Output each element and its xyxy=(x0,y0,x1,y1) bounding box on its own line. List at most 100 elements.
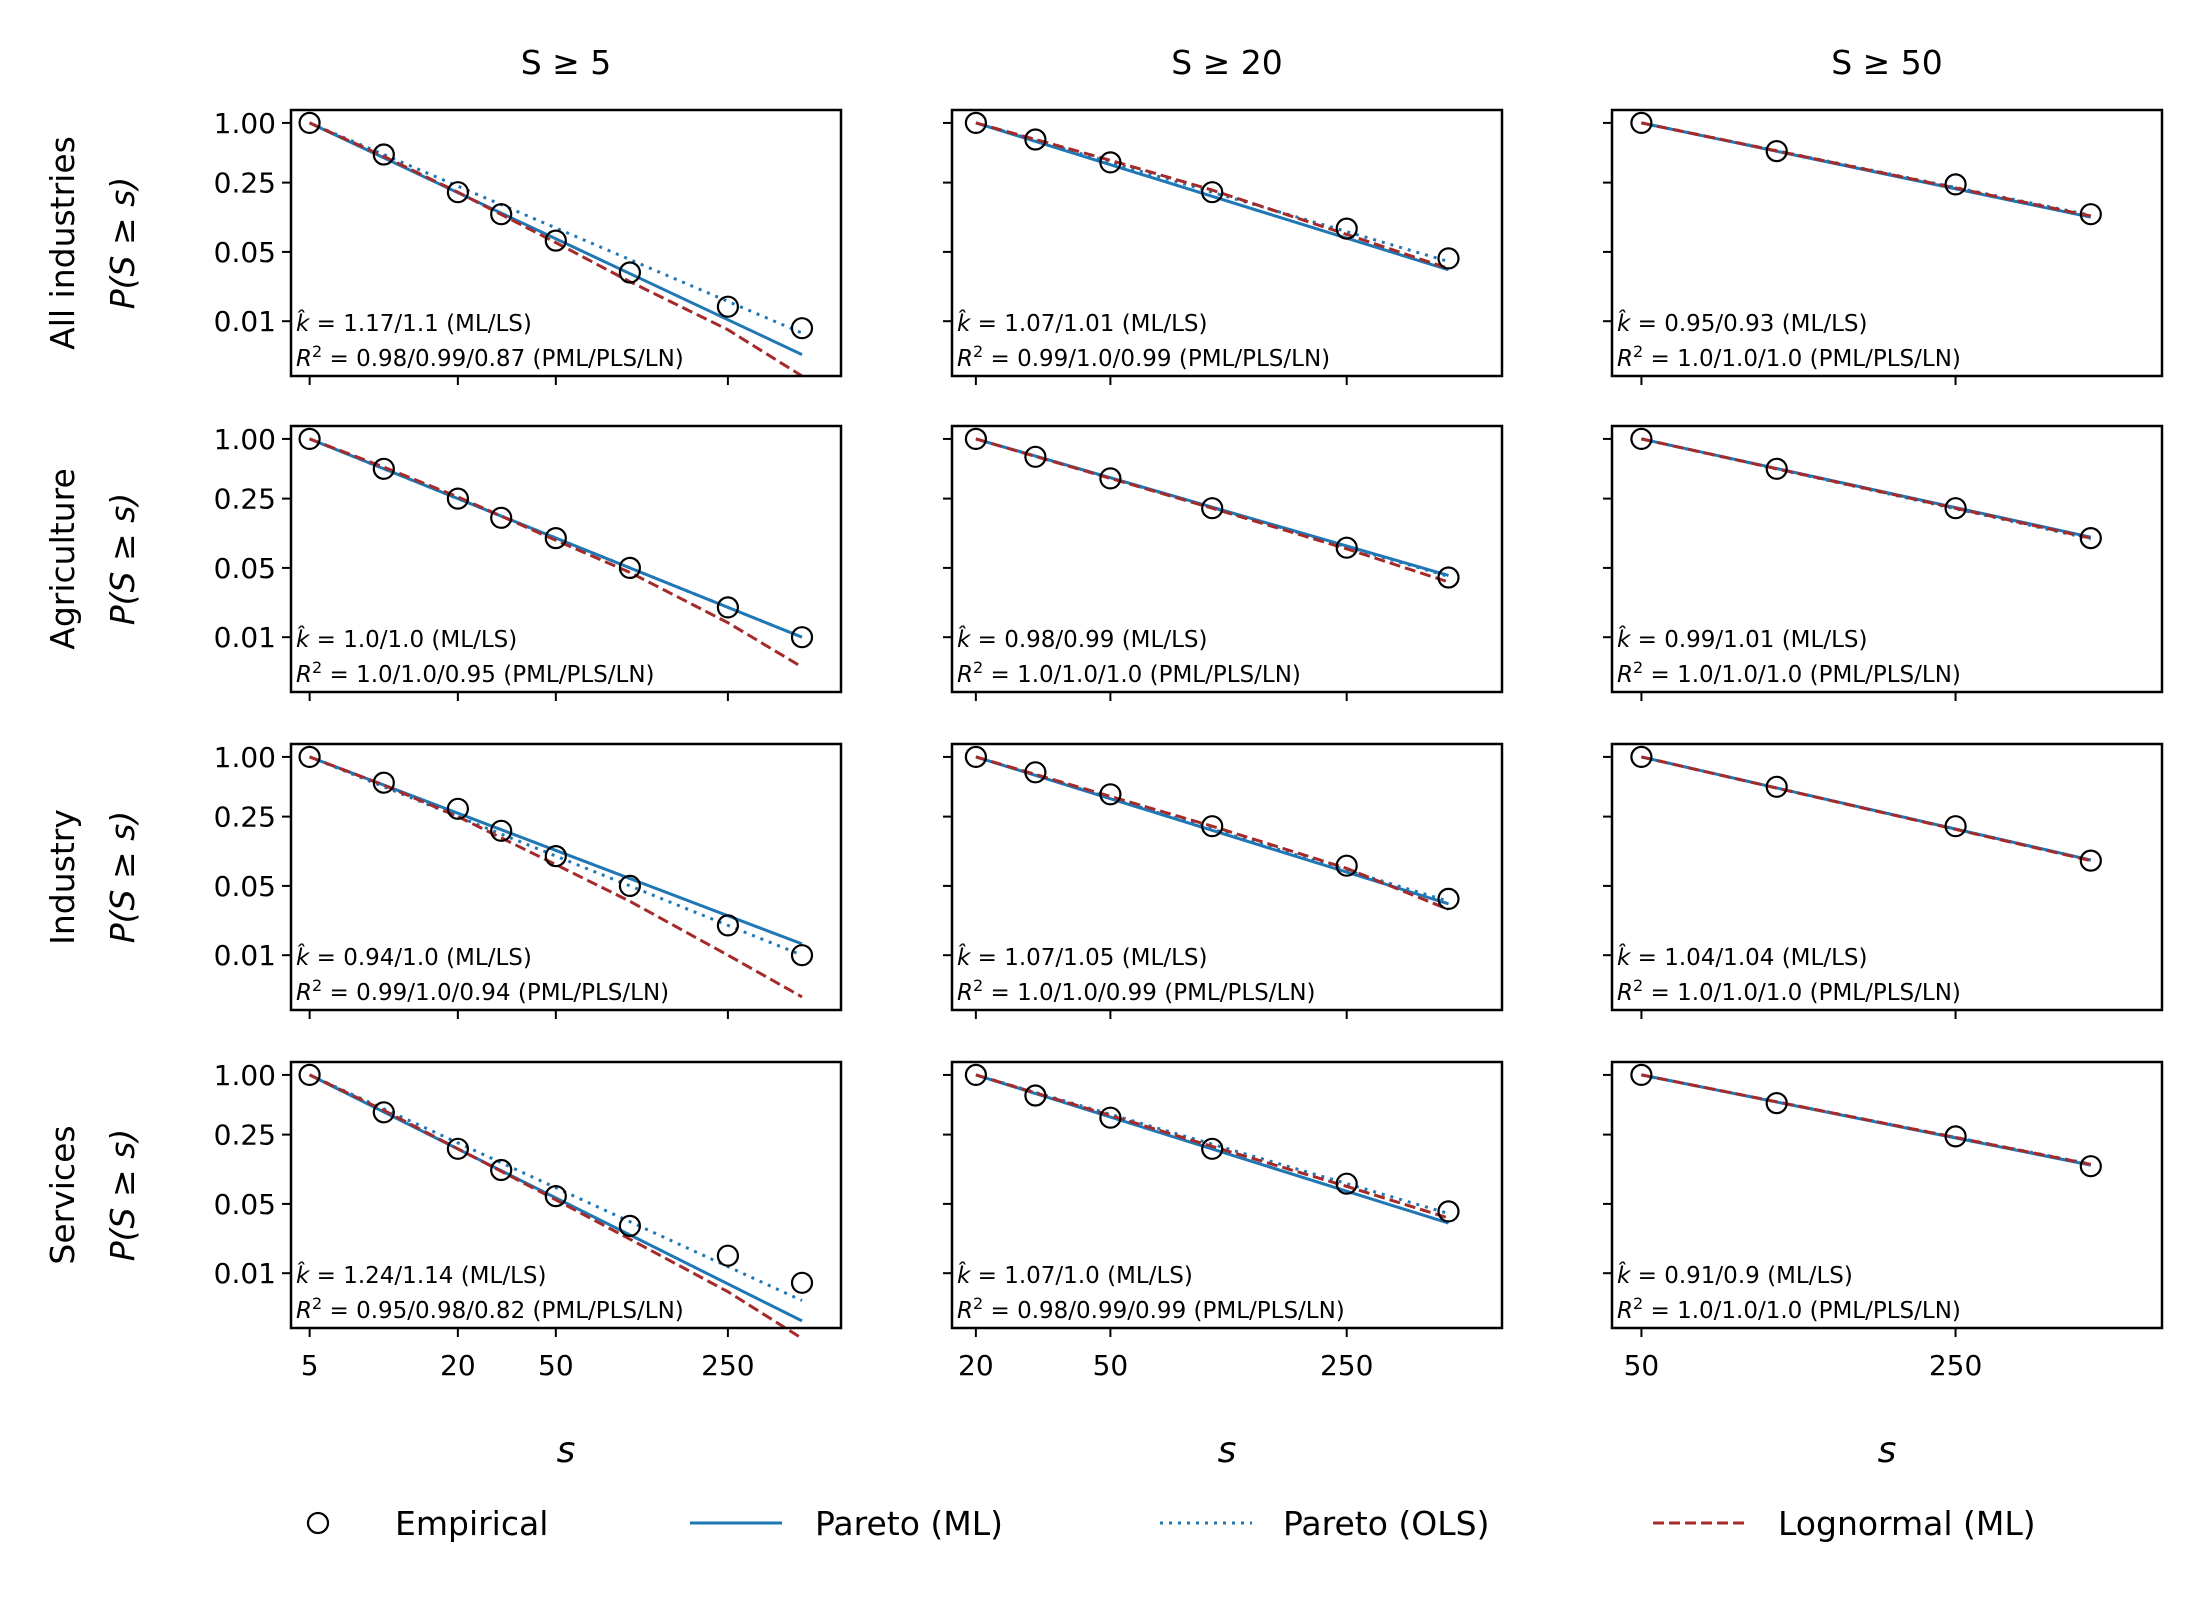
empirical-point xyxy=(446,487,469,510)
empirical-point xyxy=(1765,775,1788,798)
legend: Empirical Pareto (ML) Pareto (OLS) Lognorma… xyxy=(306,1504,2036,1543)
lognormal-ml-line xyxy=(975,1073,1449,1220)
panel-frame xyxy=(289,108,843,378)
y-tick-label: 0.01 xyxy=(214,621,276,654)
empirical-point xyxy=(618,1214,642,1238)
empirical-point xyxy=(790,317,814,340)
panel-r0-c0: 1.00 0.25 0.05 0.01 k̂ = 1.17/1.1 (ML/LS) R2 … xyxy=(214,107,843,385)
empirical-point xyxy=(1335,536,1358,559)
panel-frame xyxy=(950,742,1504,1012)
row-label: All industries xyxy=(43,136,82,350)
legend-marker-empirical xyxy=(306,1511,330,1535)
legend-item-pareto-ols: Pareto (OLS) xyxy=(1160,1504,1489,1543)
empirical-point xyxy=(1765,457,1788,480)
k-hat-annotation: k̂ = 0.91/0.9 (ML/LS) xyxy=(1617,1262,1853,1289)
k-hat-annotation: k̂ = 1.17/1.1 (ML/LS) xyxy=(296,310,532,337)
panel-r1-c1: k̂ = 0.98/0.99 (ML/LS) R2 = 1.0/1.0/1.0 (… xyxy=(943,424,1504,701)
panel-frame xyxy=(289,1060,843,1330)
column-title: S ≥ 5 xyxy=(521,43,612,82)
empirical-point xyxy=(618,556,642,580)
panel-r1-c2: k̂ = 0.99/1.01 (ML/LS) R2 = 1.0/1.0/1.0 (… xyxy=(1603,424,2164,701)
x-axis-label: s xyxy=(1218,1430,1237,1471)
legend-item-lognormal-ml: Lognormal (ML) xyxy=(1653,1504,2036,1543)
empirical-point xyxy=(1024,128,1047,151)
empirical-point xyxy=(716,295,740,318)
empirical-point xyxy=(1630,745,1653,769)
panel-r2-c2: k̂ = 1.04/1.04 (ML/LS) R2 = 1.0/1.0/1.0 (… xyxy=(1603,742,2164,1019)
r2-annotation: R2 = 1.0/1.0/0.95 (PML/PLS/LN) xyxy=(296,658,655,688)
panel-frame xyxy=(950,108,1504,378)
legend-label: Pareto (OLS) xyxy=(1283,1504,1489,1543)
panel-grid: 1.00 0.25 0.05 0.01 k̂ = 1.17/1.1 (ML/LS) R2 … xyxy=(214,107,2164,1382)
y-tick-label: 0.05 xyxy=(214,1188,276,1221)
empirical-point xyxy=(2079,526,2102,550)
pareto-ml-line xyxy=(308,1073,803,1323)
pareto-ols-line xyxy=(309,121,803,335)
panel-r0-c1: k̂ = 1.07/1.01 (ML/LS) R2 = 0.99/1.0/0.99… xyxy=(943,108,1504,385)
pareto-ols-line xyxy=(309,755,803,957)
panel-frame xyxy=(1610,108,2164,378)
empirical-point xyxy=(1099,151,1122,174)
x-tick-label: 250 xyxy=(1320,1349,1373,1382)
empirical-point xyxy=(298,1063,321,1087)
k-hat-annotation: k̂ = 0.94/1.0 (ML/LS) xyxy=(296,944,532,971)
empirical-point xyxy=(1630,1063,1653,1087)
lognormal-ml-line xyxy=(975,437,1449,584)
x-axis-label: s xyxy=(1878,1430,1897,1471)
empirical-point xyxy=(298,111,321,135)
empirical-point xyxy=(1024,1084,1047,1107)
y-tick-label: 1.00 xyxy=(214,741,276,774)
legend-item-pareto-ml: Pareto (ML) xyxy=(690,1504,1003,1543)
x-tick-label: 50 xyxy=(1624,1349,1660,1382)
r2-annotation: R2 = 0.98/0.99/0.99 (PML/PLS/LN) xyxy=(957,1294,1345,1324)
r2-annotation: R2 = 0.99/1.0/0.94 (PML/PLS/LN) xyxy=(296,976,669,1006)
y-axis-label: P(S ≥ s) xyxy=(103,493,142,625)
k-hat-annotation: k̂ = 1.07/1.01 (ML/LS) xyxy=(957,310,1207,337)
r2-annotation: R2 = 1.0/1.0/1.0 (PML/PLS/LN) xyxy=(1617,1294,1961,1324)
empirical-point xyxy=(1765,1091,1788,1115)
panel-frame xyxy=(950,1060,1504,1330)
empirical-point xyxy=(2079,1155,2102,1178)
y-tick-label: 0.25 xyxy=(214,167,276,200)
panel-frame xyxy=(1610,424,2164,694)
empirical-point xyxy=(446,797,469,820)
empirical-point xyxy=(2079,203,2102,226)
k-hat-annotation: k̂ = 0.99/1.01 (ML/LS) xyxy=(1617,626,1867,653)
y-tick-label: 0.05 xyxy=(214,236,276,269)
empirical-point xyxy=(1630,111,1653,135)
empirical-point xyxy=(618,874,642,898)
k-hat-annotation: k̂ = 1.07/1.0 (ML/LS) xyxy=(957,1262,1193,1289)
empirical-point xyxy=(1335,1172,1358,1195)
panel-r3-c2: 50 250 k̂ = 0.91/0.9 (ML/LS) R2 = 1.0/1.0/1… xyxy=(1603,1060,2164,1382)
column-title: S ≥ 20 xyxy=(1171,43,1283,82)
empirical-point xyxy=(544,1184,567,1208)
empirical-point xyxy=(372,1101,395,1124)
r2-annotation: R2 = 1.0/1.0/1.0 (PML/PLS/LN) xyxy=(1617,342,1961,372)
empirical-point xyxy=(446,1137,469,1160)
empirical-point xyxy=(1335,217,1358,240)
empirical-point xyxy=(1335,854,1358,877)
empirical-point xyxy=(964,745,988,769)
row-labels: All industries P(S ≥ s) Agriculture P(S ≥ s… xyxy=(43,136,142,1264)
empirical-point xyxy=(1944,1125,1967,1148)
empirical-point xyxy=(1437,1200,1460,1223)
y-tick-label: 1.00 xyxy=(214,423,276,456)
panel-r2-c1: k̂ = 1.07/1.05 (ML/LS) R2 = 1.0/1.0/0.99 … xyxy=(943,742,1504,1019)
x-tick-label: 250 xyxy=(1929,1349,1982,1382)
y-axis-label: P(S ≥ s) xyxy=(103,1129,142,1261)
y-tick-label: 0.01 xyxy=(214,1257,276,1290)
y-tick-label: 1.00 xyxy=(214,107,276,140)
empirical-point xyxy=(1024,445,1047,468)
empirical-point xyxy=(790,626,814,649)
r2-annotation: R2 = 0.95/0.98/0.82 (PML/PLS/LN) xyxy=(296,1294,684,1324)
lognormal-ml-line xyxy=(975,121,1449,270)
empirical-point xyxy=(1630,427,1653,450)
row-label: Services xyxy=(43,1125,82,1264)
y-tick-label: 0.25 xyxy=(214,801,276,834)
empirical-point xyxy=(490,1158,513,1182)
column-title: S ≥ 50 xyxy=(1831,43,1943,82)
empirical-point xyxy=(1099,1106,1122,1129)
y-tick-label: 0.01 xyxy=(214,305,276,338)
empirical-point xyxy=(372,457,395,480)
